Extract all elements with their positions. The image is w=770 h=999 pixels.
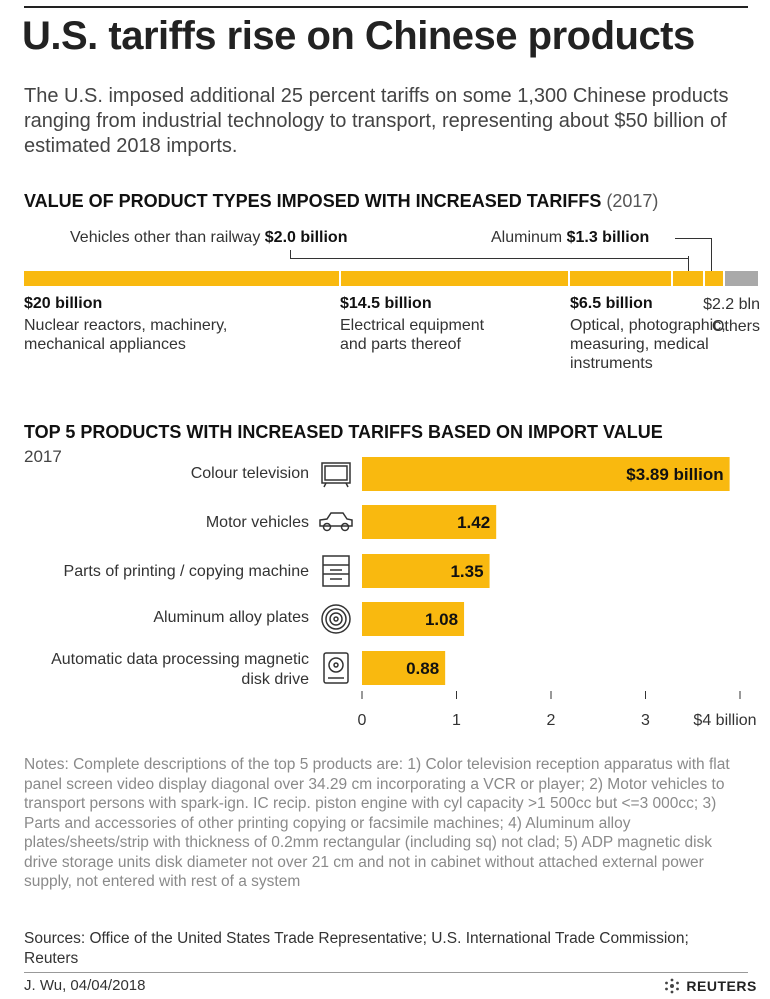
segment-value-machinery: $20 billion: [24, 295, 103, 312]
x-tick-label-2: 2: [547, 712, 556, 729]
segment-desc-machinery: Nuclear reactors, machinery, mechanical …: [24, 317, 228, 353]
callout-vehicles: Vehicles other than railway $2.0 billion: [70, 229, 347, 247]
stacked-segment-electrical: [340, 271, 569, 286]
stacked-segment-aluminum: [704, 271, 724, 286]
product-label-motor-vehicles: Motor vehicles: [205, 514, 309, 531]
stacked-segment-machinery: [24, 271, 339, 286]
x-tick-label-4: $4 billion: [693, 712, 756, 729]
product-label-aluminum-alloy-plates: Aluminum alloy plates: [153, 609, 309, 626]
sources-text: Sources: Office of the United States Tra…: [24, 930, 689, 967]
callout-vehicles-value: $2.0 billion: [264, 229, 348, 246]
section1-year: (2017): [606, 191, 659, 211]
section2-year: 2017: [24, 447, 62, 466]
reuters-dots-icon: [665, 978, 679, 994]
bar-2: [362, 505, 497, 539]
segment-label-optical: $6.5 billion Optical, photographic, meas…: [570, 295, 740, 373]
bar-value-label-2: 1.42: [457, 513, 490, 532]
product-label-magnetic-disk-drive: Automatic data processing magnetic disk …: [51, 651, 309, 688]
bar-1: [362, 457, 730, 491]
callout-vehicles-connector-drop: [688, 256, 690, 271]
x-tick-label-1: 1: [452, 712, 461, 729]
notes-text: Notes: Complete descriptions of the top …: [24, 756, 730, 890]
callout-aluminum: Aluminum $1.3 billion: [491, 229, 649, 247]
segment-value-optical: $6.5 billion: [570, 295, 653, 312]
section1-heading: VALUE OF PRODUCT TYPES IMPOSED WITH INCR…: [24, 191, 658, 212]
top5-bar-chart: $3.89 billion 1.42 1.35 1.08 0.88 0 1 2 3 $4 bill…: [319, 457, 757, 729]
section1-title: VALUE OF PRODUCT TYPES IMPOSED WITH INCR…: [24, 191, 602, 211]
bar-3: [362, 554, 490, 588]
page-title: U.S. tariffs rise on Chinese products: [22, 14, 695, 58]
bar-value-label-3: 1.35: [450, 562, 483, 581]
segment-label-others: $2.2 bln Others: [680, 295, 760, 336]
segment-value-electrical: $14.5 billion: [340, 295, 432, 312]
television-icon: [321, 462, 351, 488]
callout-vehicles-label: Vehicles other than railway: [70, 229, 261, 246]
top-rule: [24, 6, 748, 8]
product-label-colour-television: Colour television: [190, 465, 309, 482]
segment-desc-electrical: Electrical equipment and parts thereof: [340, 317, 485, 353]
bar-value-label-4: 1.08: [425, 610, 458, 629]
segment-desc-others: Others: [711, 318, 760, 335]
bar-5: [362, 651, 446, 685]
bar-value-label-1: $3.89 billion: [626, 465, 723, 484]
stacked-segment-vehicles: [672, 271, 703, 286]
callout-aluminum-label: Aluminum: [491, 229, 563, 246]
reuters-logo: REUTERS: [662, 977, 757, 995]
coil-icon: [321, 604, 351, 634]
product-label-printing-machine-parts: Parts of printing / copying machine: [63, 563, 309, 580]
callout-vehicles-connector: [290, 250, 689, 259]
disk-drive-icon: [323, 652, 349, 684]
credit-text: J. Wu, 04/04/2018: [24, 977, 146, 994]
segment-desc-optical: Optical, photographic, measuring, medica…: [570, 317, 726, 372]
reuters-brand-text: REUTERS: [686, 978, 757, 994]
intro-text: The U.S. imposed additional 25 percent t…: [24, 85, 729, 157]
printer-icon: [322, 555, 350, 587]
segment-value-others: $2.2 bln: [703, 296, 760, 313]
bar-4: [362, 602, 465, 636]
segment-label-machinery: $20 billion Nuclear reactors, machinery,…: [24, 295, 324, 354]
callout-aluminum-value: $1.3 billion: [566, 229, 650, 246]
x-tick-label-0: 0: [358, 712, 367, 729]
bar-value-label-5: 0.88: [406, 659, 439, 678]
footer-rule: [24, 972, 748, 973]
section2-title: TOP 5 PRODUCTS WITH INCREASED TARIFFS BA…: [24, 422, 663, 442]
callout-aluminum-connector: [675, 238, 712, 272]
car-icon: [319, 512, 353, 532]
segment-label-electrical: $14.5 billion Electrical equipment and p…: [340, 295, 540, 354]
x-tick-label-3: 3: [641, 712, 650, 729]
stacked-segment-optical: [570, 271, 671, 286]
stacked-segment-others: [725, 271, 758, 286]
